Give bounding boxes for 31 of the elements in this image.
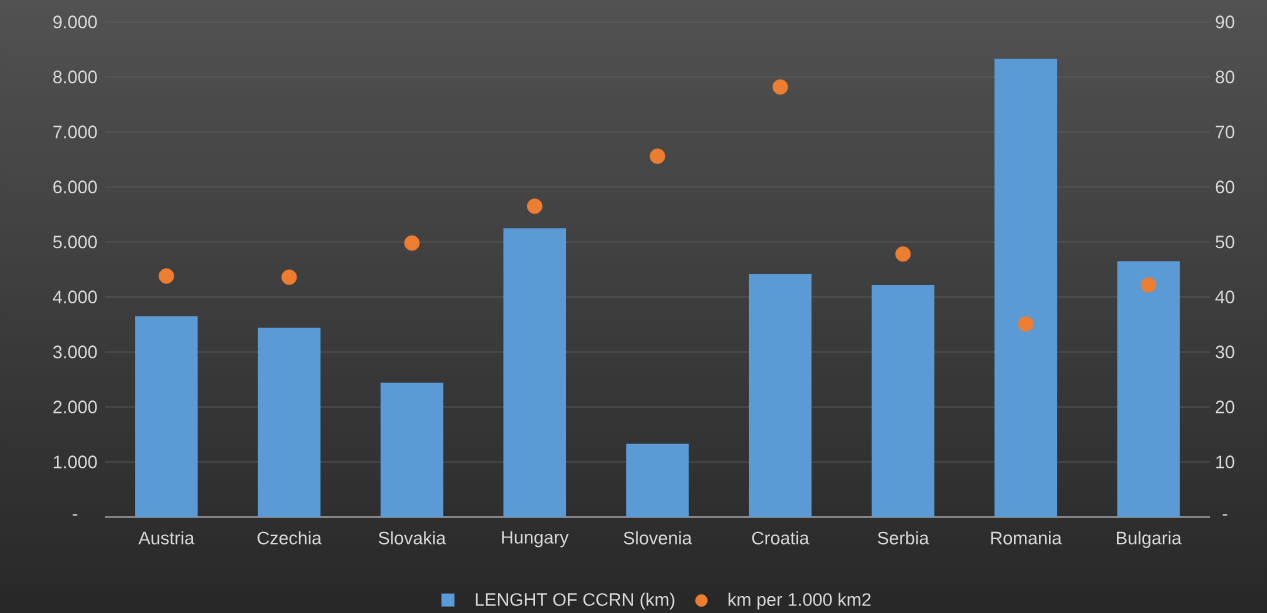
y2-tick-label: 20 — [1215, 400, 1235, 414]
y-tick-label: 3.000 — [53, 345, 97, 359]
y2-tick-label: 50 — [1215, 235, 1235, 249]
x-tick-label: Bulgaria — [1117, 531, 1182, 548]
y-tick-label: 2.000 — [53, 400, 97, 414]
y2-tick-label: 40 — [1215, 290, 1235, 304]
y-tick-label: 6.000 — [53, 180, 97, 194]
y-tick-label: 8.000 — [53, 70, 97, 84]
y2-tick-label: 30 — [1215, 345, 1235, 359]
y-tick-label: - — [72, 514, 78, 516]
legend-label: LENGHT OF CCRN (km) — [475, 592, 675, 610]
y2-tick-label: 80 — [1215, 70, 1235, 84]
y2-tick-label: 90 — [1215, 15, 1235, 29]
y-tick-label: 5.000 — [53, 235, 97, 249]
y2-tick-label: 60 — [1215, 180, 1235, 194]
y-tick-label: 1.000 — [53, 455, 97, 469]
x-tick-label: Czechia — [257, 531, 322, 545]
x-tick-label: Romania — [991, 531, 1062, 545]
y2-tick-label: 10 — [1216, 455, 1235, 469]
y2-tick-label: - — [1222, 514, 1228, 516]
y-tick-label: 9.000 — [53, 15, 97, 29]
legend-label: km per 1.000 km2 — [728, 592, 871, 610]
x-tick-label: Slovakia — [378, 531, 446, 545]
y-tick-label: 4.000 — [52, 290, 97, 304]
x-tick-label: Slovenia — [623, 531, 692, 545]
x-tick-label: Hungary — [502, 531, 569, 548]
x-tick-label: Austria — [138, 531, 195, 545]
y2-tick-label: 70 — [1215, 125, 1235, 139]
y-tick-label: 7.000 — [53, 125, 97, 139]
x-tick-label: Serbia — [877, 531, 930, 545]
x-tick-label: Croatia — [752, 531, 810, 545]
